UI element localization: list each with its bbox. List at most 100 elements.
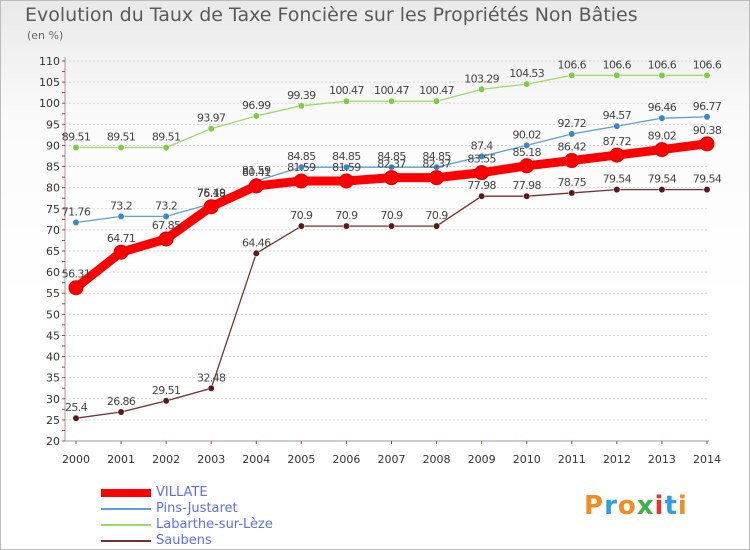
data-label-saubens: 32.48 bbox=[197, 371, 226, 384]
y-tick-label: 50 bbox=[46, 308, 60, 321]
data-label-pins-justaret: 96.46 bbox=[648, 101, 677, 114]
point-villate bbox=[429, 170, 445, 186]
legend-entry: Saubens bbox=[101, 533, 273, 549]
point-saubens bbox=[613, 186, 621, 194]
data-label-labarthe-sur-l-ze: 100.47 bbox=[419, 84, 454, 97]
data-label-villate: 64.71 bbox=[107, 232, 136, 245]
point-saubens bbox=[252, 249, 260, 257]
data-label-villate: 83.55 bbox=[467, 153, 496, 166]
data-label-labarthe-sur-l-ze: 93.97 bbox=[197, 112, 226, 125]
point-labarthe-sur-l-ze bbox=[658, 71, 666, 79]
legend-label: Saubens bbox=[156, 533, 212, 548]
point-saubens bbox=[478, 192, 486, 200]
proxiti-logo: Proxiti bbox=[584, 491, 688, 521]
point-pins-justaret bbox=[523, 141, 531, 149]
point-pins-justaret bbox=[297, 163, 305, 171]
data-label-labarthe-sur-l-ze: 106.6 bbox=[693, 58, 722, 71]
point-saubens bbox=[568, 189, 576, 197]
data-label-pins-justaret: 84.85 bbox=[287, 150, 316, 163]
data-label-saubens: 70.9 bbox=[426, 209, 449, 222]
point-labarthe-sur-l-ze bbox=[703, 71, 711, 79]
data-label-labarthe-sur-l-ze: 106.6 bbox=[603, 58, 632, 71]
point-saubens bbox=[72, 414, 80, 422]
data-label-saubens: 77.98 bbox=[467, 179, 496, 192]
x-tick-label: 2002 bbox=[152, 453, 180, 466]
data-label-villate: 75.49 bbox=[197, 187, 226, 200]
x-tick-label: 2009 bbox=[468, 453, 496, 466]
data-label-villate: 82.37 bbox=[422, 158, 451, 171]
data-label-villate: 80.41 bbox=[242, 166, 271, 179]
logo-letter: t bbox=[664, 491, 678, 521]
point-labarthe-sur-l-ze bbox=[207, 125, 215, 133]
point-labarthe-sur-l-ze bbox=[613, 71, 621, 79]
y-tick-label: 65 bbox=[46, 245, 60, 258]
y-tick-label: 90 bbox=[46, 139, 60, 152]
point-villate bbox=[158, 231, 174, 247]
data-label-villate: 81.59 bbox=[332, 161, 361, 174]
legend-label: VILLATE bbox=[156, 485, 208, 500]
x-tick-label: 2006 bbox=[332, 453, 360, 466]
x-tick-label: 2011 bbox=[558, 453, 586, 466]
chart-legend: VILLATE Pins-Justaret Labarthe-sur-Lèze Sau… bbox=[101, 485, 273, 549]
point-saubens bbox=[342, 222, 350, 230]
data-label-villate: 82.37 bbox=[377, 158, 406, 171]
x-tick-label: 2005 bbox=[287, 453, 315, 466]
data-label-villate: 90.38 bbox=[693, 124, 722, 137]
data-label-saubens: 70.9 bbox=[290, 209, 313, 222]
point-pins-justaret bbox=[342, 163, 350, 171]
point-labarthe-sur-l-ze bbox=[162, 144, 170, 151]
point-saubens bbox=[388, 222, 395, 230]
chart-unit-label: (en %) bbox=[27, 29, 64, 42]
point-villate bbox=[474, 165, 490, 181]
data-label-saubens: 77.98 bbox=[512, 179, 541, 192]
point-labarthe-sur-l-ze bbox=[523, 80, 531, 88]
point-pins-justaret bbox=[568, 130, 576, 138]
x-tick-label: 2014 bbox=[693, 453, 721, 466]
y-tick-label: 95 bbox=[46, 118, 60, 131]
data-label-labarthe-sur-l-ze: 89.51 bbox=[152, 131, 181, 144]
x-tick-label: 2013 bbox=[648, 453, 676, 466]
y-tick-label: 55 bbox=[46, 287, 60, 300]
logo-letter: o bbox=[617, 491, 637, 521]
data-label-saubens: 70.9 bbox=[335, 209, 358, 222]
point-labarthe-sur-l-ze bbox=[297, 102, 305, 110]
point-saubens bbox=[162, 397, 170, 405]
x-tick-label: 2008 bbox=[423, 453, 451, 466]
data-label-villate: 56.31 bbox=[62, 268, 91, 281]
legend-label: Labarthe-sur-Lèze bbox=[156, 517, 273, 532]
legend-swatch bbox=[101, 524, 151, 526]
point-labarthe-sur-l-ze bbox=[252, 112, 260, 120]
data-label-pins-justaret: 96.77 bbox=[693, 100, 722, 113]
x-tick-label: 2003 bbox=[197, 453, 225, 466]
chart-title: Evolution du Taux de Taxe Foncière sur l… bbox=[25, 4, 638, 26]
legend-entry: Labarthe-sur-Lèze bbox=[101, 517, 273, 533]
point-villate bbox=[293, 173, 309, 189]
data-label-saubens: 79.54 bbox=[648, 173, 677, 186]
point-pins-justaret bbox=[658, 114, 666, 122]
y-tick-label: 105 bbox=[39, 76, 60, 89]
y-tick-label: 80 bbox=[46, 182, 60, 195]
x-tick-label: 2001 bbox=[107, 453, 135, 466]
y-tick-label: 25 bbox=[46, 414, 60, 427]
data-label-labarthe-sur-l-ze: 99.39 bbox=[287, 89, 316, 102]
y-tick-label: 35 bbox=[46, 372, 60, 385]
point-pins-justaret bbox=[478, 152, 486, 160]
data-label-saubens: 26.86 bbox=[107, 395, 136, 408]
point-labarthe-sur-l-ze bbox=[342, 97, 350, 105]
point-saubens bbox=[207, 384, 215, 392]
data-label-labarthe-sur-l-ze: 104.53 bbox=[509, 67, 544, 80]
legend-swatch bbox=[101, 508, 151, 510]
data-label-labarthe-sur-l-ze: 89.51 bbox=[62, 131, 91, 144]
data-label-pins-justaret: 87.4 bbox=[471, 139, 494, 152]
y-tick-label: 40 bbox=[46, 351, 60, 364]
data-label-pins-justaret: 81.59 bbox=[242, 164, 271, 177]
data-label-villate: 85.18 bbox=[512, 146, 541, 159]
point-saubens bbox=[703, 186, 711, 194]
data-label-pins-justaret: 90.02 bbox=[512, 128, 541, 141]
point-saubens bbox=[523, 192, 531, 200]
point-saubens bbox=[433, 222, 441, 230]
data-label-labarthe-sur-l-ze: 103.29 bbox=[464, 72, 499, 85]
point-pins-justaret bbox=[162, 212, 170, 220]
y-tick-label: 45 bbox=[46, 329, 60, 342]
